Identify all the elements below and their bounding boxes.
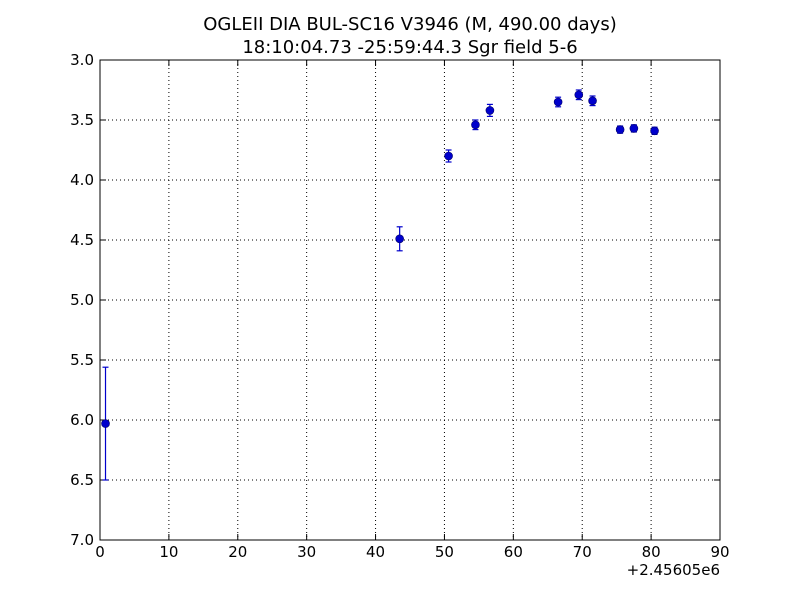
y-tick-label: 4.0 — [70, 171, 94, 189]
y-tick-label: 3.5 — [70, 111, 94, 129]
data-point — [553, 97, 563, 107]
data-point — [629, 124, 639, 133]
y-tick-label: 5.5 — [70, 351, 94, 369]
x-tick-label: 50 — [435, 543, 454, 561]
y-tick-label: 5.0 — [70, 291, 94, 309]
grid-lines — [100, 60, 720, 540]
chart-title: OGLEII DIA BUL-SC16 V3946 (M, 490.00 day… — [203, 14, 616, 35]
data-point — [395, 234, 404, 244]
y-tick-label: 7.0 — [70, 531, 94, 549]
y-tick-label: 6.0 — [70, 411, 94, 429]
data-points — [101, 89, 659, 481]
tick-labels: 0 10 20 30 40 50 60 70 80 90 3.0 3.5 4.0 4.5 5.0 5.5 6.0… — [70, 51, 729, 561]
data-point — [101, 419, 110, 428]
x-tick-label: 70 — [573, 543, 592, 561]
x-tick-label: 0 — [95, 543, 105, 561]
data-point — [615, 125, 625, 134]
x-tick-label: 60 — [504, 543, 523, 561]
data-point — [485, 106, 495, 115]
plot-frame — [99, 59, 721, 541]
data-point — [650, 126, 659, 136]
data-point — [471, 120, 480, 130]
data-point — [444, 151, 453, 161]
x-tick-label: 80 — [642, 543, 661, 561]
x-tick-label: 10 — [159, 543, 178, 561]
data-point — [588, 96, 597, 106]
x-offset-label: +2.45605e6 — [627, 561, 720, 579]
y-tick-label: 4.5 — [70, 231, 94, 249]
x-tick-label: 30 — [297, 543, 316, 561]
x-tick-label: 40 — [366, 543, 385, 561]
chart-subtitle: 18:10:04.73 -25:59:44.3 Sgr field 5-6 — [242, 37, 577, 58]
x-tick-label: 20 — [228, 543, 247, 561]
data-point — [574, 90, 584, 100]
y-tick-label: 3.0 — [70, 51, 94, 69]
x-tick-label: 90 — [710, 543, 729, 561]
y-tick-label: 6.5 — [70, 471, 94, 489]
